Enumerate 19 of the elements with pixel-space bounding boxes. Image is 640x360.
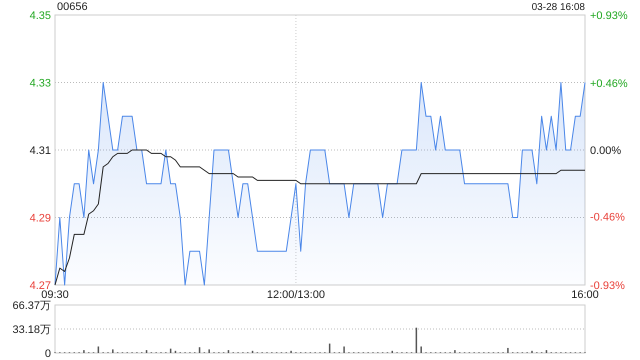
y-tick-label: 4.27	[30, 280, 51, 292]
y2-tick-label: -0.46%	[590, 212, 626, 224]
y2-tick-label: +0.93%	[590, 10, 628, 22]
chart-title: 00656	[57, 1, 88, 13]
y-tick-label: 66.37万	[12, 300, 51, 312]
y-tick-label: 4.33	[30, 77, 51, 90]
chart-subtitle: 03-28 16:08	[532, 2, 586, 13]
line-series	[54, 150, 586, 286]
y2-tick-label: -0.93%	[590, 280, 626, 292]
y2-tick-label: +0.46%	[590, 78, 628, 90]
x-tick-label: 16:00	[571, 289, 599, 301]
y2-tick-label: 0.00%	[590, 144, 622, 157]
x-tick-label: 12:00/13:00	[266, 289, 325, 301]
y-tick-label: 33.18万	[12, 324, 51, 336]
x-tick-label: 09:30	[41, 289, 69, 301]
y-tick-label: 4.35	[30, 10, 51, 22]
y-tick-label: 4.29	[30, 212, 51, 224]
y-tick-label: 0	[44, 348, 51, 360]
y-tick-label: 4.31	[30, 144, 51, 157]
